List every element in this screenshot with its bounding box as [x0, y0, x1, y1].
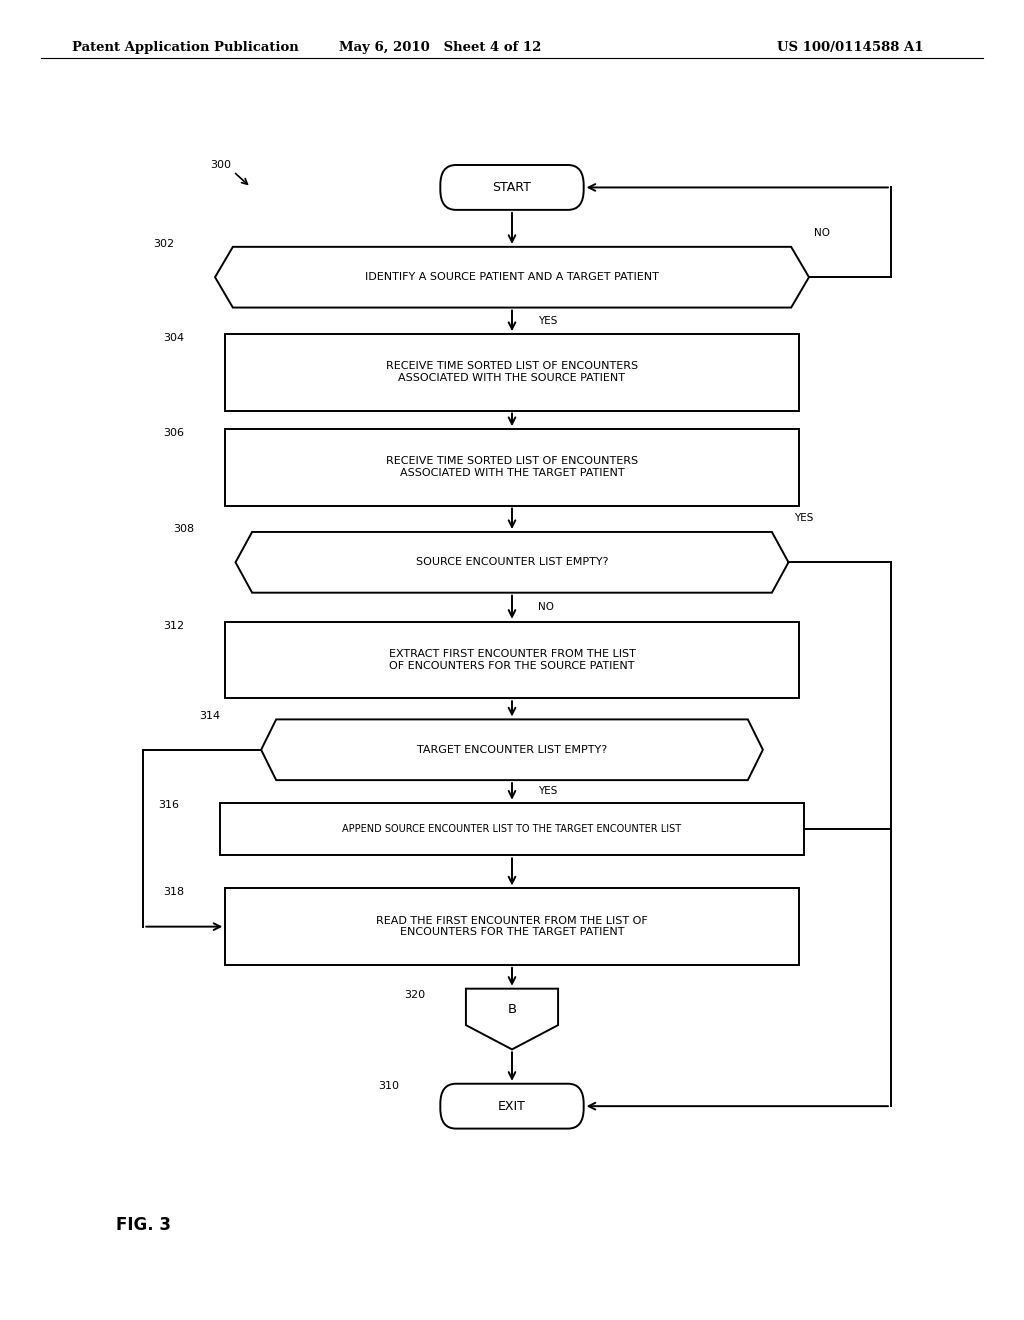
Text: YES: YES — [538, 315, 557, 326]
Text: YES: YES — [794, 513, 813, 523]
Polygon shape — [261, 719, 763, 780]
Bar — [225, 622, 799, 698]
Text: May 6, 2010   Sheet 4 of 12: May 6, 2010 Sheet 4 of 12 — [339, 41, 542, 54]
Text: 312: 312 — [163, 620, 184, 631]
Text: IDENTIFY A SOURCE PATIENT AND A TARGET PATIENT: IDENTIFY A SOURCE PATIENT AND A TARGET P… — [366, 272, 658, 282]
Text: NO: NO — [538, 602, 554, 612]
Text: US 100/0114588 A1: US 100/0114588 A1 — [776, 41, 924, 54]
Text: TARGET ENCOUNTER LIST EMPTY?: TARGET ENCOUNTER LIST EMPTY? — [417, 744, 607, 755]
Text: SOURCE ENCOUNTER LIST EMPTY?: SOURCE ENCOUNTER LIST EMPTY? — [416, 557, 608, 568]
Text: 318: 318 — [163, 887, 184, 898]
Text: 316: 316 — [158, 800, 179, 810]
Text: 308: 308 — [173, 524, 195, 533]
Bar — [225, 429, 799, 506]
Bar — [225, 334, 799, 411]
FancyBboxPatch shape — [440, 165, 584, 210]
Text: EXIT: EXIT — [498, 1100, 526, 1113]
Polygon shape — [466, 989, 558, 1049]
Text: 310: 310 — [378, 1081, 399, 1090]
Text: APPEND SOURCE ENCOUNTER LIST TO THE TARGET ENCOUNTER LIST: APPEND SOURCE ENCOUNTER LIST TO THE TARG… — [342, 824, 682, 834]
Text: RECEIVE TIME SORTED LIST OF ENCOUNTERS
ASSOCIATED WITH THE SOURCE PATIENT: RECEIVE TIME SORTED LIST OF ENCOUNTERS A… — [386, 362, 638, 383]
Polygon shape — [215, 247, 809, 308]
Bar — [225, 888, 799, 965]
Text: YES: YES — [538, 787, 557, 796]
Text: FIG. 3: FIG. 3 — [116, 1216, 171, 1234]
FancyBboxPatch shape — [440, 1084, 584, 1129]
Text: 302: 302 — [153, 239, 174, 248]
Text: 304: 304 — [163, 333, 184, 343]
Text: READ THE FIRST ENCOUNTER FROM THE LIST OF
ENCOUNTERS FOR THE TARGET PATIENT: READ THE FIRST ENCOUNTER FROM THE LIST O… — [376, 916, 648, 937]
Bar — [220, 803, 804, 855]
Text: Patent Application Publication: Patent Application Publication — [72, 41, 298, 54]
Text: 314: 314 — [199, 711, 220, 721]
Text: START: START — [493, 181, 531, 194]
Text: B: B — [508, 1003, 516, 1016]
Text: 320: 320 — [403, 990, 425, 999]
Text: NO: NO — [814, 228, 830, 238]
Text: 306: 306 — [163, 428, 184, 438]
Text: EXTRACT FIRST ENCOUNTER FROM THE LIST
OF ENCOUNTERS FOR THE SOURCE PATIENT: EXTRACT FIRST ENCOUNTER FROM THE LIST OF… — [388, 649, 636, 671]
Polygon shape — [236, 532, 788, 593]
Text: RECEIVE TIME SORTED LIST OF ENCOUNTERS
ASSOCIATED WITH THE TARGET PATIENT: RECEIVE TIME SORTED LIST OF ENCOUNTERS A… — [386, 457, 638, 478]
Text: 300: 300 — [210, 160, 231, 170]
